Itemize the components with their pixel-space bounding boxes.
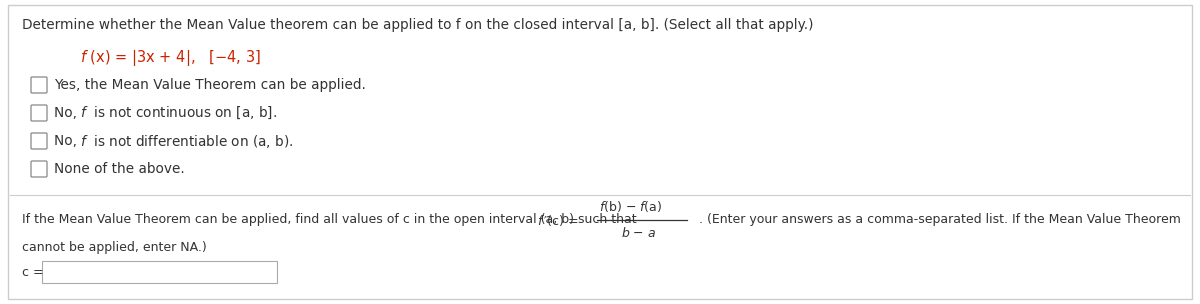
Text: $\mathit{f}$ (x) = |3x + 4|,   [−4, 3]: $\mathit{f}$ (x) = |3x + 4|, [−4, 3] xyxy=(80,48,262,68)
FancyBboxPatch shape xyxy=(42,261,277,283)
FancyBboxPatch shape xyxy=(31,161,47,177)
Text: $\mathit{b}$ − $\mathit{a}$: $\mathit{b}$ − $\mathit{a}$ xyxy=(622,226,656,240)
Text: c =: c = xyxy=(22,265,43,278)
Text: $\mathit{f}$(b) − $\mathit{f}$(a): $\mathit{f}$(b) − $\mathit{f}$(a) xyxy=(599,199,662,215)
Text: If the Mean Value Theorem can be applied, find all values of c in the open inter: If the Mean Value Theorem can be applied… xyxy=(22,213,644,226)
FancyBboxPatch shape xyxy=(31,77,47,93)
Text: None of the above.: None of the above. xyxy=(54,162,185,176)
Text: $\mathit{f}$  is not differentiable on (a, b).: $\mathit{f}$ is not differentiable on (a… xyxy=(80,133,294,150)
Text: cannot be applied, enter NA.): cannot be applied, enter NA.) xyxy=(22,241,206,254)
Text: Determine whether the Mean Value theorem can be applied to f on the closed inter: Determine whether the Mean Value theorem… xyxy=(22,18,814,32)
FancyBboxPatch shape xyxy=(31,105,47,121)
FancyBboxPatch shape xyxy=(31,133,47,149)
Text: $\mathit{f}$  is not continuous on [a, b].: $\mathit{f}$ is not continuous on [a, b]… xyxy=(80,105,277,121)
Text: $\mathit{f}$ ′(c) =: $\mathit{f}$ ′(c) = xyxy=(538,212,578,227)
Text: No,: No, xyxy=(54,134,82,148)
FancyBboxPatch shape xyxy=(8,5,1192,299)
Text: . (Enter your answers as a comma-separated list. If the Mean Value Theorem: . (Enter your answers as a comma-separat… xyxy=(695,213,1181,226)
Text: No,: No, xyxy=(54,106,82,120)
Text: Yes, the Mean Value Theorem can be applied.: Yes, the Mean Value Theorem can be appli… xyxy=(54,78,366,92)
